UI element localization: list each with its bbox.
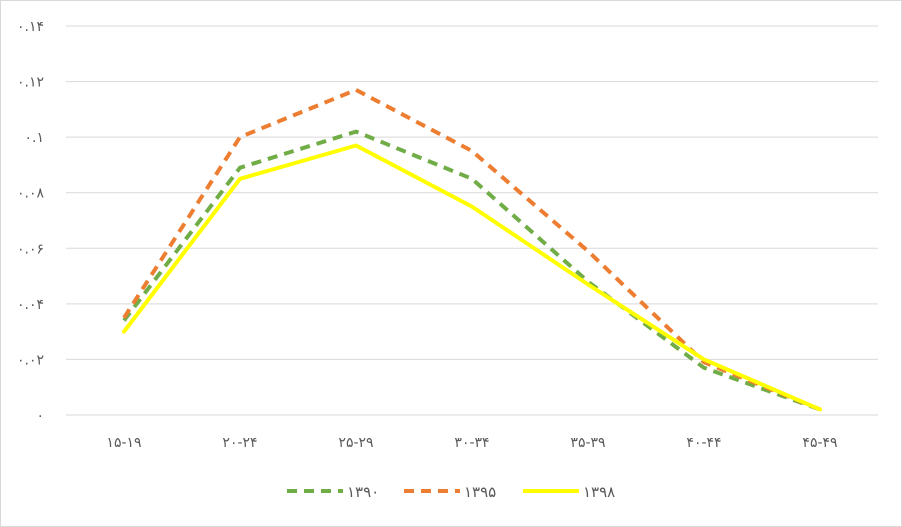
y-tick-label: ۰.۰۸ bbox=[17, 186, 44, 202]
x-tick-label: ۳۵-۳۹ bbox=[570, 435, 605, 451]
x-axis-ticks: ۱۵-۱۹ ۲۰-۲۴ ۲۵-۲۹ ۳۰-۳۴ ۳۵-۳۹ ۴۰-۴۴ ۴۵-۴۹ bbox=[106, 435, 837, 451]
y-tick-label: ۰.۰۴ bbox=[17, 297, 44, 313]
legend-label: ۱۳۹۵ bbox=[464, 483, 496, 501]
x-tick-label: ۳۰-۳۴ bbox=[454, 435, 489, 451]
y-axis-ticks: ۰ ۰.۰۲ ۰.۰۴ ۰.۰۶ ۰.۰۸ ۰.۱ ۰.۱۲ ۰.۱۴ bbox=[17, 19, 44, 424]
series-line-1 bbox=[122, 87, 821, 412]
x-tick-label: ۴۵-۴۹ bbox=[802, 435, 837, 451]
y-tick-label: ۰ bbox=[36, 408, 44, 424]
x-tick-label: ۲۵-۲۹ bbox=[338, 435, 373, 451]
series-lines bbox=[122, 87, 822, 412]
x-tick-label: ۲۰-۲۴ bbox=[222, 435, 257, 451]
y-tick-label: ۰.۰۶ bbox=[17, 241, 44, 257]
gridlines bbox=[66, 25, 878, 416]
y-tick-label: ۰.۱۲ bbox=[17, 75, 44, 91]
x-tick-label: ۴۰-۴۴ bbox=[686, 435, 721, 451]
y-tick-label: ۰.۰۲ bbox=[17, 352, 44, 368]
y-tick-label: ۰.۱۴ bbox=[17, 19, 44, 35]
legend-label: ۱۳۹۸ bbox=[583, 483, 615, 501]
legend-label: ۱۳۹۰ bbox=[347, 483, 379, 501]
y-tick-label: ۰.۱ bbox=[25, 130, 45, 146]
series-line-0 bbox=[122, 129, 821, 412]
series-line-2 bbox=[122, 143, 822, 412]
x-tick-label: ۱۵-۱۹ bbox=[106, 435, 141, 451]
legend: ۱۳۹۰ ۱۳۹۵ ۱۳۹۸ bbox=[287, 483, 615, 501]
